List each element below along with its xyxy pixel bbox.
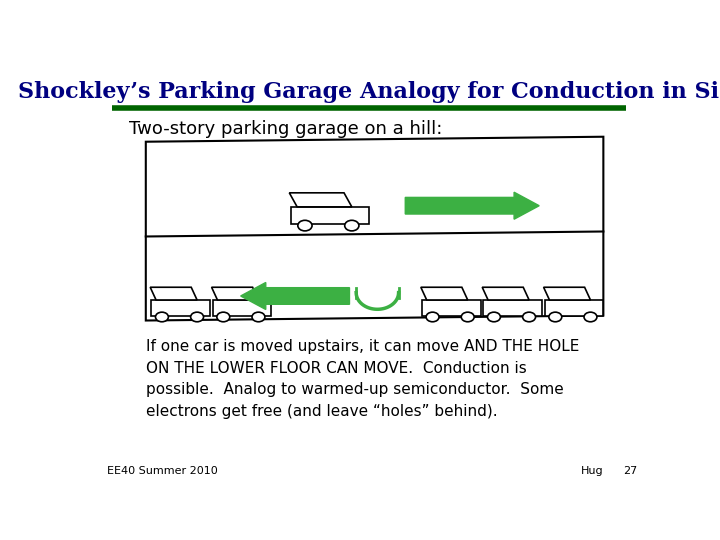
Polygon shape [545,300,603,315]
Circle shape [426,312,439,322]
Polygon shape [420,287,468,300]
Circle shape [217,312,230,322]
Circle shape [191,312,204,322]
Text: Hug: Hug [581,467,603,476]
Polygon shape [483,300,542,315]
FancyArrow shape [240,282,349,309]
Circle shape [345,220,359,231]
Polygon shape [145,137,603,321]
Polygon shape [291,207,369,224]
Polygon shape [544,287,590,300]
FancyArrow shape [405,192,539,219]
Circle shape [298,220,312,231]
Circle shape [584,312,597,322]
Polygon shape [482,287,529,300]
Polygon shape [213,300,271,315]
Text: Two-story parking garage on a hill:: Two-story parking garage on a hill: [129,120,442,138]
Circle shape [462,312,474,322]
Text: Shockley’s Parking Garage Analogy for Conduction in Si: Shockley’s Parking Garage Analogy for Co… [19,81,719,103]
Circle shape [156,312,168,322]
Polygon shape [422,300,481,315]
Circle shape [487,312,500,322]
Polygon shape [150,287,197,300]
Polygon shape [289,193,352,207]
Text: If one car is moved upstairs, it can move AND THE HOLE
ON THE LOWER FLOOR CAN MO: If one car is moved upstairs, it can mov… [145,339,579,419]
Circle shape [252,312,265,322]
Circle shape [523,312,536,322]
Circle shape [549,312,562,322]
Text: 27: 27 [623,467,637,476]
Polygon shape [212,287,258,300]
Text: EE40 Summer 2010: EE40 Summer 2010 [107,467,217,476]
Polygon shape [151,300,210,315]
